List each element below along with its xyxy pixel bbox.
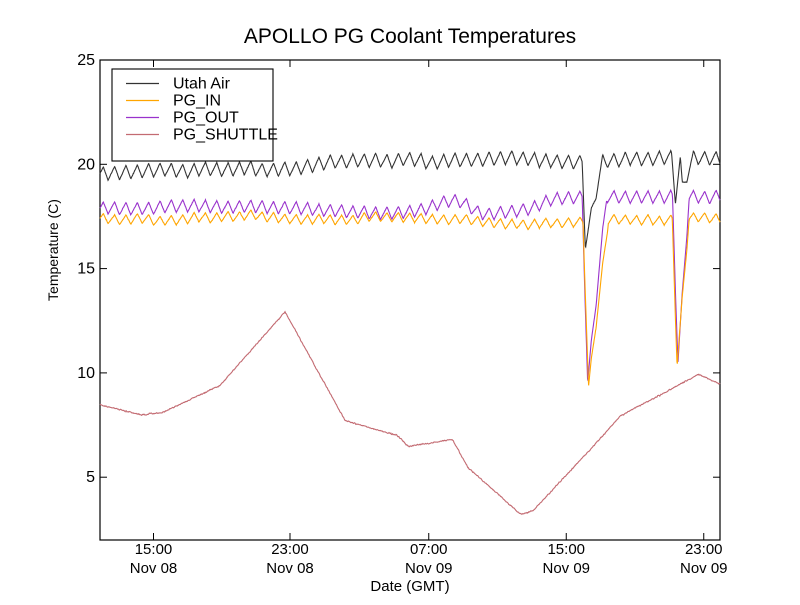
svg-text:PG_IN: PG_IN: [173, 93, 221, 110]
svg-text:Nov 09: Nov 09: [680, 560, 728, 577]
svg-text:Date (GMT): Date (GMT): [370, 578, 449, 595]
svg-text:Nov 08: Nov 08: [130, 560, 178, 577]
svg-text:20: 20: [77, 156, 95, 173]
svg-text:07:00: 07:00: [410, 541, 448, 558]
svg-text:APOLLO PG Coolant Temperatures: APOLLO PG Coolant Temperatures: [244, 25, 576, 48]
svg-text:15:00: 15:00: [547, 541, 585, 558]
svg-text:5: 5: [86, 469, 95, 486]
svg-text:10: 10: [77, 365, 95, 382]
svg-text:25: 25: [77, 52, 95, 69]
svg-text:Utah Air: Utah Air: [173, 76, 231, 93]
svg-text:23:00: 23:00: [271, 541, 309, 558]
svg-text:23:00: 23:00: [685, 541, 723, 558]
svg-text:PG_OUT: PG_OUT: [173, 110, 239, 127]
svg-text:Temperature (C): Temperature (C): [45, 199, 61, 301]
svg-text:PG_SHUTTLE: PG_SHUTTLE: [173, 127, 278, 144]
svg-text:Nov 09: Nov 09: [542, 560, 590, 577]
svg-text:Nov 08: Nov 08: [266, 560, 314, 577]
svg-text:15: 15: [77, 261, 95, 278]
svg-text:Nov 09: Nov 09: [405, 560, 453, 577]
svg-text:15:00: 15:00: [135, 541, 173, 558]
